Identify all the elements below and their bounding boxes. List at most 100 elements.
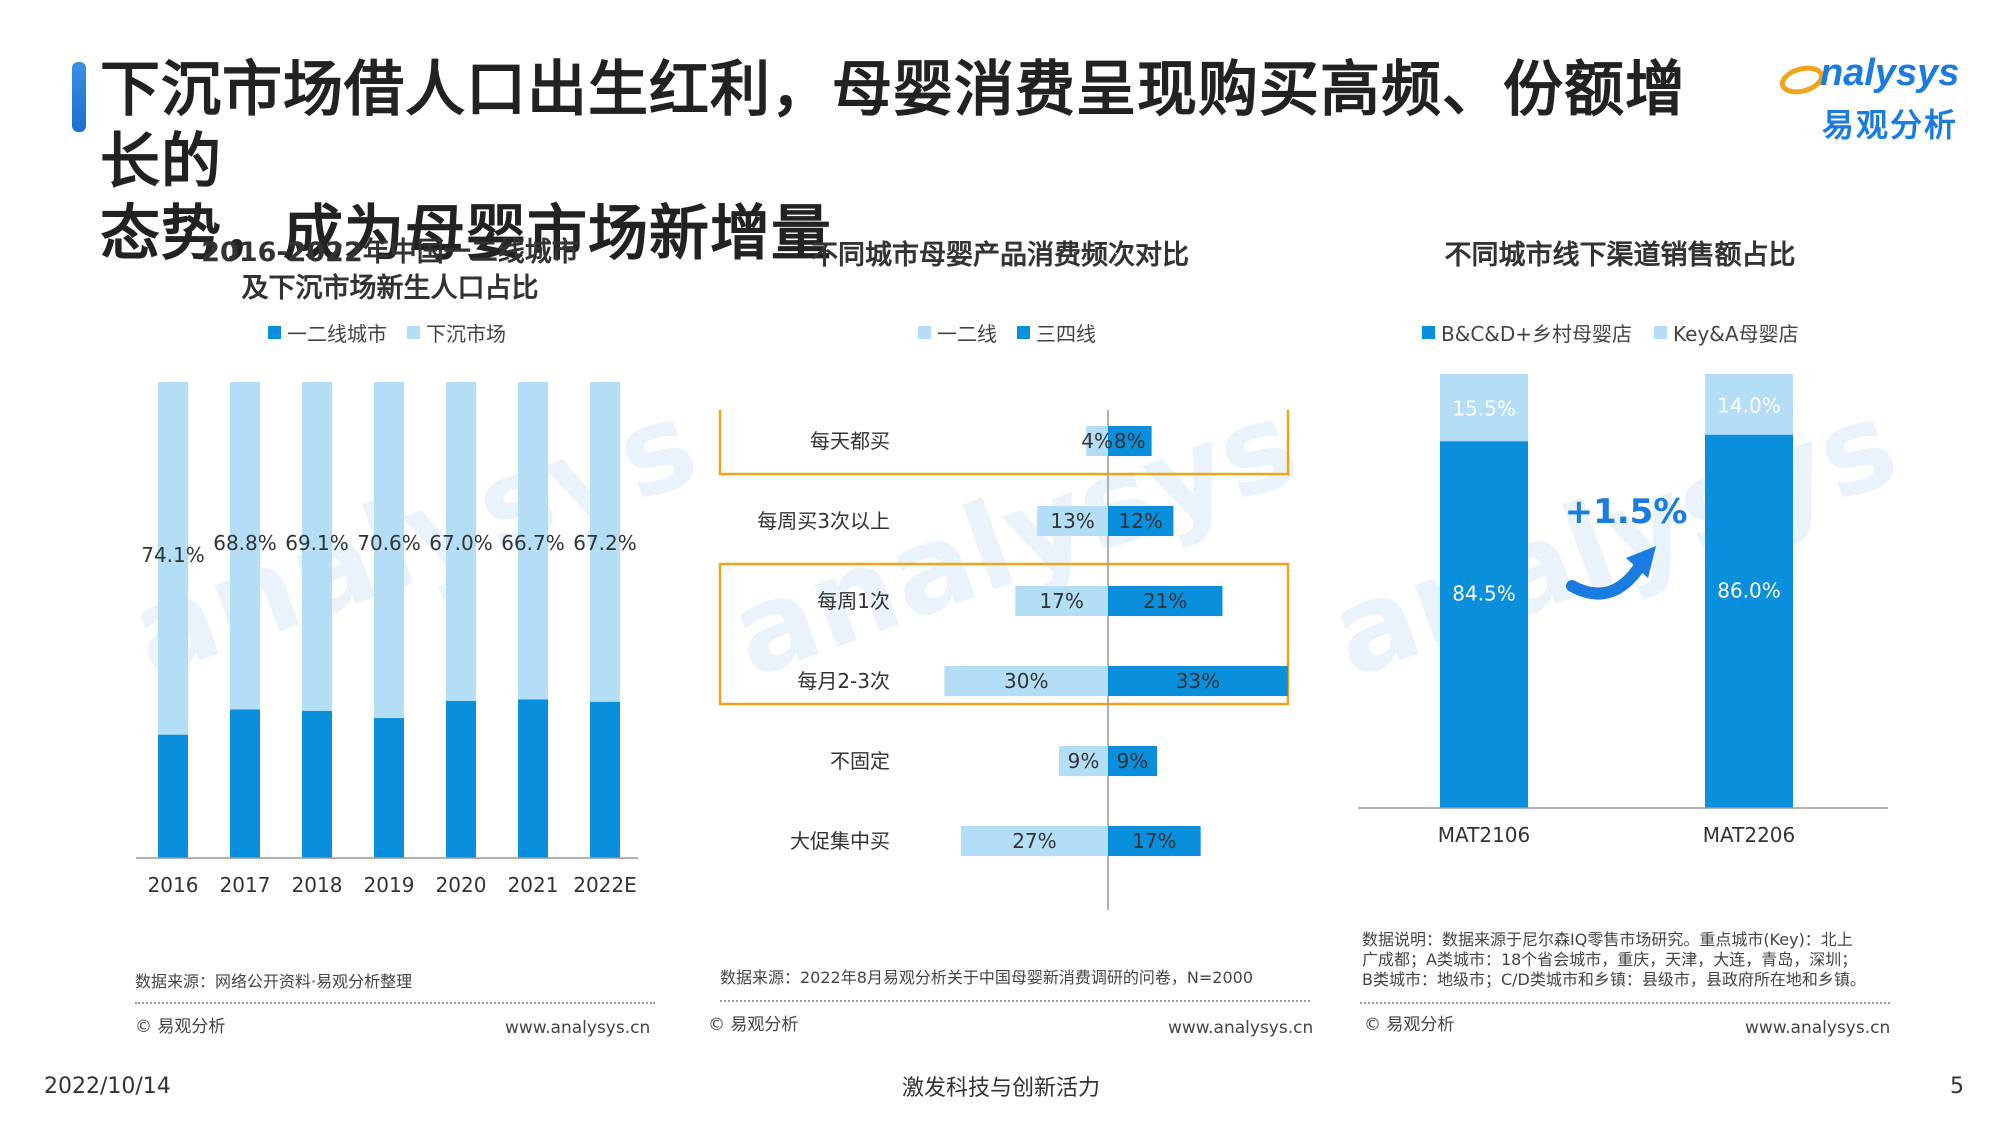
chart2-title: 不同城市母婴产品消费频次对比: [811, 240, 1189, 271]
chart3-stacked-bar: 15.5% 84.5% MAT2106 14.0% 86.0% MAT2206 +1.5%: [1358, 374, 1888, 847]
logo-chinese: 易观分析: [1822, 106, 1959, 144]
legend-swatch-light: [918, 326, 931, 339]
chart1-title: 2016-2022年中国一二线城市 及下沉市场新生人口占比: [130, 235, 650, 307]
legend-swatch-light: [1654, 326, 1668, 339]
x-tick-label: MAT2106: [1438, 823, 1531, 847]
bar-tier12: [944, 666, 1108, 696]
bar-tier34: [1108, 666, 1288, 696]
category-label: 每天都买: [810, 429, 890, 453]
data-label-right: 12%: [1118, 509, 1162, 533]
x-tick-label: MAT2206: [1703, 823, 1796, 847]
bar-segment-bcd: [1705, 434, 1793, 808]
highlight-box: [718, 410, 1290, 476]
divider: [135, 1002, 655, 1004]
chart2-legend: 一二线 三四线: [918, 318, 1096, 347]
legend-swatch-dark: [1422, 326, 1435, 339]
x-tick-label: 2022E: [573, 873, 637, 897]
data-label: 70.6%: [357, 531, 421, 555]
bar-tier12: [1037, 506, 1108, 536]
brand-logo: nalysys 易观分析: [1780, 48, 1980, 148]
logo-swoosh-icon: [1780, 65, 1825, 95]
bar-tier34: [1108, 586, 1223, 616]
category-label: 每月2-3次: [797, 669, 890, 693]
data-label-right: 9%: [1117, 749, 1149, 773]
bar-segment-tier12: [590, 701, 620, 858]
data-label: 68.8%: [213, 531, 277, 555]
data-label-left: 13%: [1050, 509, 1094, 533]
bar-tier34: [1108, 506, 1174, 536]
data-label: 69.1%: [285, 531, 349, 555]
source-line: 广成都；A类城市：18个省会城市，重庆，天津，大连，青岛，深圳；: [1362, 950, 1858, 969]
x-tick-label: 2020: [436, 873, 487, 897]
bar-segment-lower-tier: [374, 382, 404, 719]
page-title-line1: 下沉市场借人口出生红利，母婴消费呈现购买高频、份额增长的: [100, 55, 1686, 197]
footer-slogan: 激发科技与创新活力: [902, 1076, 1101, 1101]
growth-annotation: +1.5%: [1565, 492, 1688, 532]
chart2-diverging-bar: 4% 8% 每天都买 13% 12% 每周买3次以上 17% 21% 每周1次 30% 33% 每月2…: [718, 410, 1290, 910]
data-label: 66.7%: [501, 531, 565, 555]
site-link[interactable]: www.analysys.cn: [1168, 1018, 1314, 1038]
legend-label: 一二线: [937, 322, 997, 346]
data-label-left: 9%: [1068, 749, 1100, 773]
category-label: 不固定: [830, 749, 890, 773]
category-label: 大促集中买: [790, 829, 890, 853]
data-label-right: 8%: [1114, 429, 1146, 453]
x-tick-label: 2019: [364, 873, 415, 897]
bar-segment-tier12: [374, 718, 404, 858]
data-label-left: 17%: [1039, 589, 1083, 613]
bar-tier12: [1058, 746, 1108, 776]
source-line: 数据说明：数据来源于尼尔森IQ零售市场研究。重点城市(Key)：北上: [1362, 930, 1853, 949]
footer-date: 2022/10/14: [44, 1074, 171, 1099]
bar-tier12: [960, 826, 1108, 856]
chart1-title-line2: 及下沉市场新生人口占比: [241, 273, 539, 304]
data-label: 67.0%: [429, 531, 493, 555]
divider: [1360, 1002, 1890, 1004]
x-tick-label: 2016: [148, 873, 199, 897]
legend-label: Key&A母婴店: [1673, 322, 1799, 346]
growth-arrowhead-icon: [1626, 546, 1656, 578]
x-tick-label: 2017: [220, 873, 271, 897]
data-label: 74.1%: [141, 543, 205, 567]
page-title-line2: 态势，成为母婴市场新增量: [100, 199, 832, 269]
bar-segment-tier12: [302, 710, 332, 858]
x-tick-label: 2021: [508, 873, 559, 897]
legend-swatch-dark: [268, 326, 281, 339]
bar-segment-tier12: [446, 700, 476, 858]
chart2-source: 数据来源：2022年8月易观分析关于中国母婴新消费调研的问卷，N=2000: [720, 968, 1253, 987]
data-label: 67.2%: [573, 531, 637, 555]
data-label-right: 33%: [1176, 669, 1220, 693]
growth-arrow-icon: [1566, 560, 1646, 600]
bar-segment-tier12: [158, 734, 188, 858]
x-tick-label: 2018: [292, 873, 343, 897]
data-label: 14.0%: [1717, 393, 1781, 417]
title-accent-bar: [72, 62, 86, 132]
site-link[interactable]: www.analysys.cn: [505, 1018, 651, 1038]
copyright: © 易观分析: [135, 1017, 226, 1037]
data-label-right: 21%: [1143, 589, 1187, 613]
bar-segment-lower-tier: [230, 382, 260, 710]
chart1-legend: 一二线城市 下沉市场: [268, 318, 506, 347]
bar-segment-lower-tier: [302, 382, 332, 711]
page-title: 下沉市场借人口出生红利，母婴消费呈现购买高频、份额增长的 态势，成为母婴市场新增…: [100, 54, 1740, 270]
chart3-legend: B&C&D+乡村母婴店 Key&A母婴店: [1422, 318, 1799, 347]
chart1-title-line1: 2016-2022年中国一二线城市: [201, 237, 579, 268]
legend-swatch-light: [407, 326, 420, 339]
legend-label: 三四线: [1036, 322, 1096, 346]
site-link[interactable]: www.analysys.cn: [1745, 1018, 1891, 1038]
logo-english: nalysys: [1820, 52, 1960, 94]
bar-segment-bcd: [1440, 441, 1528, 808]
data-label-left: 30%: [1004, 669, 1048, 693]
bar-tier34: [1108, 746, 1158, 776]
legend-swatch-dark: [1017, 326, 1030, 339]
bar-segment-key-a: [1705, 374, 1793, 435]
copyright: © 易观分析: [1364, 1015, 1455, 1035]
chart3-title: 不同城市线下渠道销售额占比: [1444, 240, 1796, 271]
highlight-box: [718, 562, 1290, 706]
legend-label: B&C&D+乡村母婴店: [1441, 322, 1633, 346]
legend-label: 一二线城市: [287, 322, 387, 346]
copyright: © 易观分析: [708, 1015, 799, 1035]
bar-tier34: [1108, 826, 1201, 856]
category-label: 每周买3次以上: [757, 509, 890, 533]
data-label-right: 17%: [1132, 829, 1176, 853]
data-label: 86.0%: [1717, 578, 1781, 602]
